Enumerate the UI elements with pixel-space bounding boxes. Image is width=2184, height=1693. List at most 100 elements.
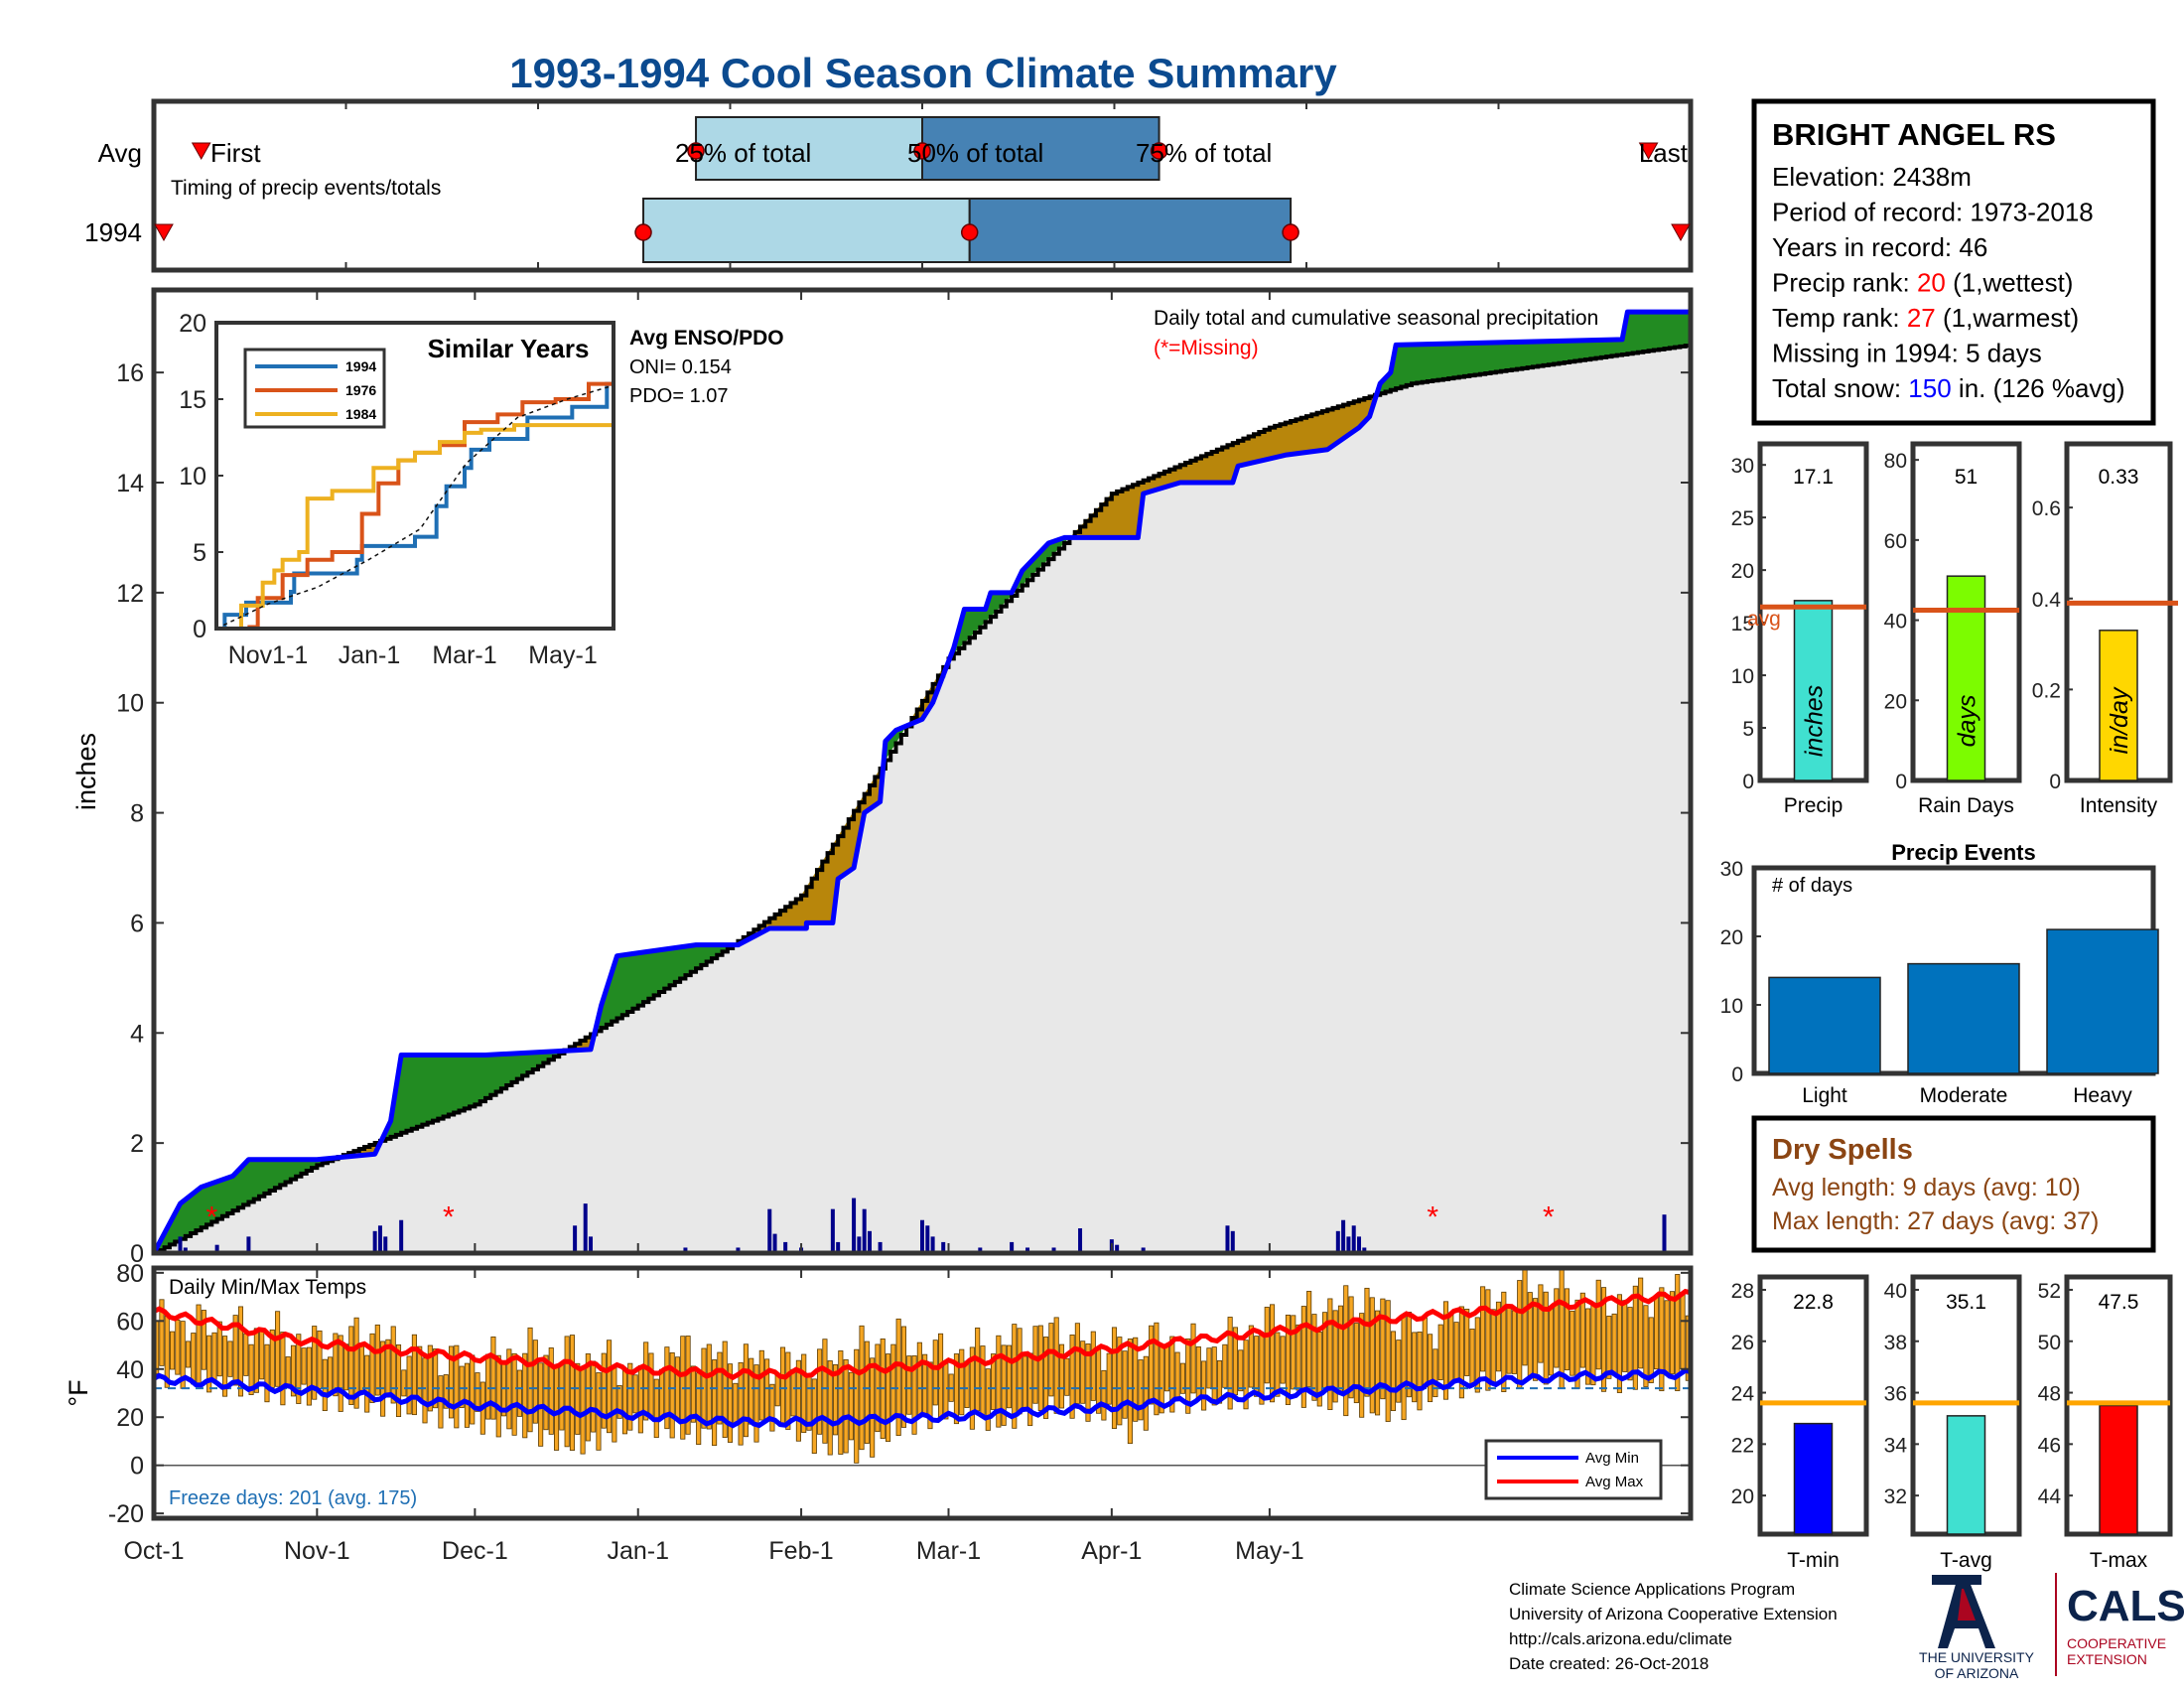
daily-temp-bar [621, 1369, 628, 1435]
temps-ylabel: °F [64, 1379, 93, 1406]
daily-temp-bar [1458, 1306, 1464, 1399]
daily-temp-bar [669, 1351, 675, 1439]
daily-temp-bar [1417, 1332, 1423, 1411]
daily-temp-bar [738, 1361, 744, 1446]
daily-temp-bar [1138, 1359, 1144, 1421]
daily-temp-bar [1143, 1355, 1149, 1431]
temp-bar-panel-1: 35.1 T-avg 32 34 36 38 40 [1884, 1274, 2022, 1572]
daily-temp-bar [1433, 1348, 1438, 1398]
daily-temp-bar [938, 1333, 944, 1418]
inset-ytick-label: 20 [179, 310, 206, 338]
daily-temp-bar [1543, 1291, 1549, 1385]
month-label: Dec-1 [442, 1537, 508, 1565]
legend-1976: 1976 [345, 382, 376, 398]
season-value: 0.33 [2099, 466, 2139, 489]
daily-temp-bar [1185, 1338, 1191, 1414]
daily-precip-bar [1335, 1230, 1340, 1253]
daily-temp-bar [411, 1334, 417, 1416]
footer-credits: Climate Science Applications Program Uni… [1509, 1580, 1838, 1673]
y1994-marker-p25 [634, 223, 652, 241]
avg-min-line [152, 1367, 1692, 1429]
inset-xtick-label: May-1 [528, 641, 597, 669]
daily-temp-bar [1533, 1298, 1539, 1381]
dry-spells-title: Dry Spells [1772, 1134, 1913, 1166]
station-name: BRIGHT ANGEL RS [1772, 117, 2056, 152]
daily-temp-bar [280, 1332, 286, 1406]
events-ylabel: # of days [1772, 875, 1852, 897]
main-ylabel: inches [71, 733, 101, 810]
season-bar [1793, 600, 1834, 781]
month-label: Apr-1 [1081, 1537, 1142, 1565]
month-label: Jan-1 [607, 1537, 669, 1565]
daily-temp-bar [854, 1348, 860, 1464]
main-ytick-label: 8 [130, 800, 144, 828]
daily-precip-bar [383, 1236, 388, 1253]
daily-precip-bar [941, 1241, 946, 1253]
inset-xtick-label: Nov1-1 [228, 641, 309, 669]
main-ytick-label: 4 [130, 1020, 144, 1048]
daily-temp-bar [1311, 1314, 1317, 1401]
daily-temp-bar [1680, 1292, 1686, 1370]
daily-temp-bar [333, 1333, 339, 1397]
season-bar-panel-0: 17.1 inches Precip 0 5 10 15 20 25 30 [1731, 441, 1869, 817]
daily-temp-bar [232, 1315, 238, 1386]
temp-ytick-label: 34 [1884, 1434, 1908, 1457]
daily-precip-bar [862, 1208, 867, 1253]
daily-temp-bar [1080, 1340, 1086, 1404]
daily-precip-bar [930, 1236, 935, 1253]
daily-temp-bar [991, 1353, 997, 1410]
daily-temp-bar [1069, 1335, 1075, 1419]
daily-temp-bar [1195, 1345, 1201, 1400]
daily-temp-bar [1280, 1336, 1286, 1384]
missing-day-marker: * [205, 1201, 217, 1234]
season-bar-panel-2: 0.33 in/day Intensity 0 0.2 0.4 0.6 [2032, 441, 2178, 817]
daily-precip-bar [767, 1208, 772, 1253]
daily-temp-bar [817, 1348, 823, 1435]
season-value: 17.1 [1793, 466, 1834, 489]
avg-marker-p50 [913, 142, 931, 160]
station-line: Period of record: 1973-2018 [1772, 198, 2094, 227]
daily-temp-bar [548, 1347, 554, 1435]
missing-day-marker: * [1543, 1201, 1555, 1234]
daily-temp-bar [464, 1362, 470, 1428]
daily-precip-bar [1351, 1225, 1356, 1253]
cumulative-1994-line [151, 309, 1691, 1255]
daily-temp-bar [227, 1340, 233, 1377]
temp-value: 22.8 [1793, 1291, 1834, 1314]
daily-temp-bar [848, 1371, 854, 1441]
temps-title: Daily Min/Max Temps [169, 1276, 366, 1299]
daily-temp-bar [1238, 1349, 1244, 1392]
inset-ytick-label: 10 [179, 463, 206, 491]
daily-temp-bar [1501, 1291, 1507, 1392]
main-missing-note: (*=Missing) [1154, 337, 1259, 359]
season-ytick-label: 15 [1731, 613, 1754, 635]
daily-temp-bar [785, 1351, 791, 1430]
daily-temp-bar [1653, 1295, 1660, 1370]
temp-bar-panel-0: 22.8 T-min 20 22 24 26 28 [1731, 1274, 1869, 1572]
daily-temp-bar [1300, 1306, 1306, 1408]
temp-ytick-label: 22 [1731, 1434, 1754, 1457]
event-ytick-label: 0 [1731, 1063, 1743, 1086]
daily-temp-bar [1117, 1337, 1123, 1426]
daily-temp-bar [380, 1340, 386, 1417]
daily-temp-bar [758, 1349, 764, 1421]
daily-temp-bar [470, 1354, 476, 1425]
daily-temp-bar [390, 1326, 396, 1404]
daily-precip-bar [589, 1236, 594, 1253]
daily-temp-bar [338, 1335, 343, 1412]
legend-avg-min: Avg Min [1585, 1450, 1639, 1467]
daily-temp-bar [1442, 1301, 1449, 1400]
avg-marker-p25 [687, 142, 705, 160]
station-line: Total snow: 150 in. (126 %avg) [1772, 373, 2125, 403]
daily-precip-bar [1230, 1230, 1235, 1253]
daily-temp-bar [1101, 1369, 1107, 1421]
season-ytick-label: 30 [1731, 455, 1754, 478]
daily-temp-bar [1616, 1294, 1622, 1393]
daily-temp-bar [690, 1365, 696, 1423]
daily-precip-bar [1141, 1247, 1146, 1253]
daily-temp-bar [296, 1334, 302, 1404]
daily-temp-bar [1012, 1324, 1018, 1429]
daily-temp-bar [395, 1343, 402, 1418]
daily-temp-bar [911, 1355, 917, 1435]
daily-precip-bar [246, 1236, 251, 1253]
